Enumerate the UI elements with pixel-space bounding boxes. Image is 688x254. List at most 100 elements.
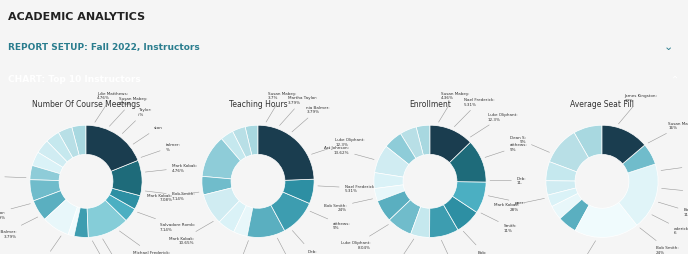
Wedge shape — [378, 191, 411, 220]
Wedge shape — [386, 134, 416, 165]
Wedge shape — [449, 143, 486, 182]
Wedge shape — [416, 126, 430, 156]
Text: Smith:
11%: Smith: 11% — [231, 241, 248, 254]
Text: nia Balmer:
3.79%: nia Balmer: 3.79% — [0, 217, 38, 238]
Wedge shape — [234, 206, 252, 236]
Wedge shape — [258, 126, 314, 181]
Wedge shape — [444, 196, 477, 230]
Text: Deb Smith:
9.26%: Deb Smith: 9.26% — [385, 239, 414, 254]
Text: r Fischer:
2%: r Fischer: 2% — [103, 239, 128, 254]
Wedge shape — [619, 164, 658, 225]
Wedge shape — [105, 195, 135, 221]
Text: smith:
6: smith: 6 — [662, 188, 688, 196]
Wedge shape — [30, 166, 60, 181]
Wedge shape — [546, 181, 576, 195]
Wedge shape — [374, 185, 405, 201]
Text: Michael Frederick:
9.36%: Michael Frederick: 9.36% — [120, 231, 171, 254]
Text: ⌃: ⌃ — [671, 74, 680, 84]
Wedge shape — [430, 126, 471, 163]
Text: ston: ston — [133, 126, 163, 145]
Wedge shape — [575, 203, 637, 237]
Wedge shape — [623, 146, 656, 173]
Text: Mark Kobak:
28%: Mark Kobak: 28% — [493, 199, 544, 211]
Text: Bob Smith:
24%: Bob Smith: 24% — [324, 199, 373, 211]
Wedge shape — [271, 192, 310, 231]
Text: omberger:
8: omberger: 8 — [661, 162, 688, 171]
Wedge shape — [552, 194, 582, 219]
Text: James Kingston:
12%: James Kingston: 12% — [619, 94, 657, 124]
Text: nia Balmer:
3.79%: nia Balmer: 3.79% — [292, 105, 330, 132]
Text: Susan Mabey:
16%: Susan Mabey: 16% — [648, 121, 688, 144]
Wedge shape — [602, 126, 645, 164]
Text: Dean S:
9%: Dean S: 9% — [510, 135, 550, 153]
Text: Enrollment: Enrollment — [409, 100, 451, 109]
Text: Mark Kobak:
7.08%: Mark Kobak: 7.08% — [147, 192, 199, 202]
Wedge shape — [87, 200, 126, 237]
Text: pper:: pper: — [277, 238, 297, 254]
Text: ⌄: ⌄ — [664, 42, 674, 52]
Wedge shape — [548, 188, 578, 207]
Wedge shape — [550, 133, 589, 172]
Wedge shape — [111, 161, 142, 196]
Text: Luke Oliphant:
12.3%: Luke Oliphant: 12.3% — [471, 113, 517, 137]
Wedge shape — [222, 132, 246, 161]
Wedge shape — [202, 177, 232, 195]
Text: Julie Matthews:
27%: Julie Matthews: 27% — [563, 241, 596, 254]
Text: Average Seat Fill: Average Seat Fill — [570, 100, 634, 109]
Wedge shape — [202, 139, 241, 179]
Text: atthews:
9%: atthews: 9% — [310, 211, 351, 229]
Text: Susan Mabey:
4.76%: Susan Mabey: 4.76% — [109, 97, 147, 127]
Wedge shape — [30, 180, 61, 201]
Text: Luke Oliphant: Luke Oliphant — [92, 241, 122, 254]
Text: Martha Taylor:
3.79%: Martha Taylor: 3.79% — [279, 96, 317, 126]
Wedge shape — [429, 205, 458, 237]
Wedge shape — [47, 133, 73, 162]
Text: Deb:
11.: Deb: 11. — [490, 176, 526, 185]
Wedge shape — [86, 126, 138, 172]
Text: Number Of Course Meetings: Number Of Course Meetings — [32, 100, 140, 109]
Text: Teaching Hours: Teaching Hours — [228, 100, 288, 109]
Wedge shape — [546, 162, 577, 181]
Wedge shape — [45, 200, 78, 235]
Wedge shape — [245, 126, 258, 155]
Wedge shape — [38, 141, 67, 168]
Text: REPORT SETUP: Fall 2022, Instructors: REPORT SETUP: Fall 2022, Instructors — [8, 43, 200, 52]
Text: Bob Smith:
24%: Bob Smith: 24% — [640, 228, 679, 254]
Text: ederick:
6: ederick: 6 — [442, 240, 462, 254]
Text: Art Johnson:
13.62%: Art Johnson: 13.62% — [324, 145, 374, 160]
Text: Daniel Grazinek:
11.9%: Daniel Grazinek: 11.9% — [0, 172, 26, 181]
Text: Mark Kobak:
4.76%: Mark Kobak: 4.76% — [145, 164, 197, 172]
Text: Julie Matthews:
4.76%: Julie Matthews: 4.76% — [95, 91, 128, 123]
Wedge shape — [400, 128, 423, 159]
Text: Nael Frederick:
5.31%: Nael Frederick: 5.31% — [318, 184, 376, 193]
Wedge shape — [219, 201, 246, 232]
Wedge shape — [34, 191, 66, 219]
Wedge shape — [411, 207, 430, 237]
Text: talmer:
%: talmer: % — [141, 142, 180, 158]
Text: Susan Mabey:
3.7%: Susan Mabey: 3.7% — [266, 91, 297, 123]
Wedge shape — [283, 179, 314, 204]
Text: Luke Oliphant:
12.3%: Luke Oliphant: 12.3% — [312, 138, 365, 155]
Wedge shape — [204, 188, 239, 222]
Wedge shape — [32, 153, 63, 174]
Wedge shape — [560, 199, 589, 231]
Wedge shape — [58, 128, 79, 158]
Wedge shape — [233, 127, 252, 158]
Text: Salvadore Romb:
7.14%: Salvadore Romb: 7.14% — [138, 212, 195, 231]
Wedge shape — [453, 182, 486, 213]
Text: Luke Oliphant:
8.04%: Luke Oliphant: 8.04% — [341, 225, 389, 249]
Wedge shape — [374, 147, 409, 178]
Wedge shape — [389, 200, 421, 234]
Text: ACADEMIC ANALYTICS: ACADEMIC ANALYTICS — [8, 12, 145, 22]
Text: Susan Mabey:
4.36%: Susan Mabey: 4.36% — [438, 91, 469, 123]
Text: Bob Smith:
7.14%: Bob Smith: 7.14% — [145, 191, 195, 200]
Text: Martha Taylor:
3.79%: Martha Taylor: 3.79% — [0, 204, 30, 219]
Wedge shape — [68, 207, 80, 236]
Text: Nael Frederick:
5.31%: Nael Frederick: 5.31% — [454, 98, 495, 127]
Text: Mark Kobak:
10.65%: Mark Kobak: 10.65% — [169, 221, 213, 244]
Text: CHART: Top 10 Instructors: CHART: Top 10 Instructors — [8, 75, 141, 84]
Wedge shape — [374, 173, 403, 189]
Text: Bob:
11.lgs:: Bob: 11.lgs: — [658, 202, 688, 216]
Text: Smith:
51%: Smith: 51% — [37, 236, 61, 254]
Text: Bob:
31.lps:: Bob: 31.lps: — [463, 231, 491, 254]
